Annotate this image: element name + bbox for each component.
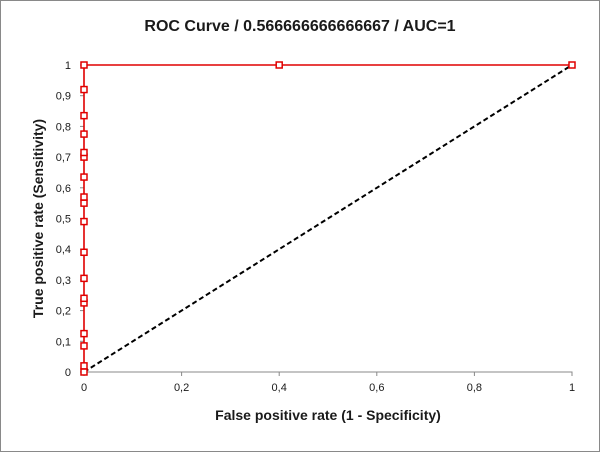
x-tick-label: 0,4 xyxy=(272,382,287,394)
x-tick-label: 1 xyxy=(569,382,575,394)
roc-point-marker xyxy=(80,342,88,350)
x-tick-label: 0 xyxy=(81,382,87,394)
chart-title: ROC Curve / 0.566666666666667 / AUC=1 xyxy=(144,18,456,35)
roc-point-marker xyxy=(80,199,88,207)
y-tick-label: 0,7 xyxy=(56,152,71,164)
roc-point-marker xyxy=(80,368,88,376)
roc-point-marker xyxy=(275,61,283,69)
x-tick-label: 0,8 xyxy=(467,382,482,394)
y-tick-label: 0,8 xyxy=(56,121,71,133)
tick-labels: 0 0,2 0,4 0,6 0,8 1 0 0,1 0,2 0,3 0,4 0,5 0,6 0,7 0,8 0… xyxy=(56,60,575,394)
y-tick-label: 0,5 xyxy=(56,214,71,226)
series-layer xyxy=(80,61,576,376)
x-axis-title: False positive rate (1 - Specificity) xyxy=(215,407,441,423)
y-tick-label: 0,4 xyxy=(56,244,71,256)
y-tick-label: 0 xyxy=(65,367,71,379)
roc-point-marker xyxy=(80,274,88,283)
x-tick-label: 0,6 xyxy=(369,382,384,394)
y-axis-title: True positive rate (Sensitivity) xyxy=(30,119,46,318)
roc-point-marker xyxy=(80,61,88,69)
roc-point-marker xyxy=(80,329,88,338)
y-tick-label: 1 xyxy=(65,60,71,72)
random-classifier-line xyxy=(83,64,573,373)
roc-point-marker xyxy=(80,111,88,120)
roc-point-marker xyxy=(80,362,88,370)
roc-point-marker xyxy=(80,294,88,303)
roc-point-marker xyxy=(80,173,88,181)
roc-point-marker xyxy=(80,130,88,138)
roc-point-marker xyxy=(80,248,88,257)
roc-point-marker xyxy=(568,61,576,69)
y-tick-label: 0,2 xyxy=(56,306,71,318)
roc-point-marker xyxy=(80,217,88,226)
roc-point-marker xyxy=(80,148,88,157)
x-tick-label: 0,2 xyxy=(174,382,189,394)
roc-point-marker xyxy=(80,193,88,201)
y-tick-label: 0,6 xyxy=(56,183,71,195)
y-tick-label: 0,3 xyxy=(56,275,71,287)
y-tick-label: 0,1 xyxy=(56,336,71,348)
roc-point-marker xyxy=(80,85,88,94)
y-tick-label: 0,9 xyxy=(56,91,71,103)
